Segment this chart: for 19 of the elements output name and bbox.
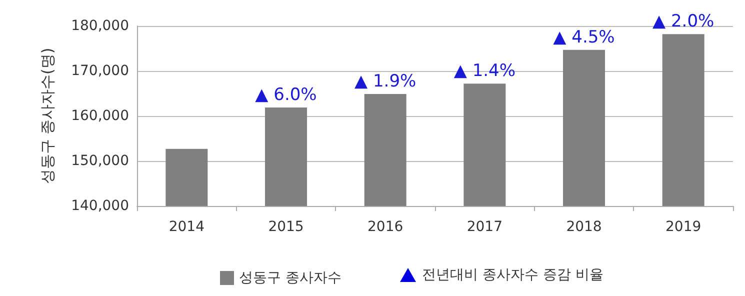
x-tick-label: 2015 [268, 219, 304, 235]
y-tick-label: 140,000 [71, 198, 129, 214]
y-axis-title: 성동구 종사자수(명) [38, 48, 56, 184]
x-tick-label: 2019 [666, 219, 702, 235]
y-tick-label: 160,000 [71, 108, 129, 124]
annotation: ▲ 1.9% [354, 71, 416, 92]
y-tick-label: 170,000 [71, 63, 129, 79]
legend-label: 성동구 종사자수 [239, 270, 342, 286]
x-tick-label: 2017 [466, 219, 502, 235]
annotation: ▲ 6.0% [255, 84, 317, 105]
annotation: ▲ 1.4% [454, 61, 516, 82]
x-tick-label: 2016 [368, 219, 404, 235]
annotation: ▲ 2.0% [652, 12, 714, 32]
text: 전년대비 종사자수 증감 비율 [422, 266, 604, 284]
x-tick-label: 2018 [566, 219, 602, 235]
x-tick-label: 2014 [168, 219, 205, 235]
y-tick-label: 150,000 [71, 153, 129, 169]
annotation: ▲ 4.5% [553, 27, 615, 48]
y-tick-label: 180,000 [71, 18, 129, 34]
